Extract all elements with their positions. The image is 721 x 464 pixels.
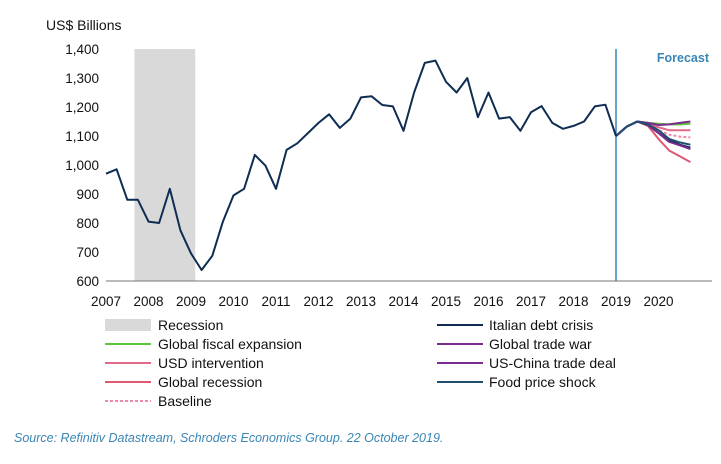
x-tick-label: 2007 (91, 294, 121, 309)
series-lines (105, 59, 691, 271)
x-tick-label: 2010 (218, 294, 248, 309)
legend-label: Baseline (158, 393, 212, 409)
x-tick-label: 2015 (431, 294, 461, 309)
x-tick-label: 2020 (643, 294, 673, 309)
legend-label: Global fiscal expansion (158, 336, 302, 352)
history-line (105, 59, 617, 271)
y-tick-label: 600 (76, 274, 99, 289)
x-tick-label: 2018 (558, 294, 588, 309)
legend: Recession Italian debt crisis Global fisca… (105, 317, 616, 409)
y-tick-label: 1,300 (65, 71, 99, 86)
y-tick-label: 700 (76, 245, 99, 260)
series-line (615, 120, 691, 146)
legend-label: US-China trade deal (489, 355, 616, 371)
legend-swatch (105, 319, 151, 331)
x-tick-label: 2017 (516, 294, 546, 309)
x-tick-label: 2013 (346, 294, 376, 309)
legend-label: Global recession (158, 374, 262, 390)
x-tick-label: 2009 (176, 294, 206, 309)
recession-band (134, 49, 196, 281)
y-tick-label: 1,200 (65, 100, 99, 115)
forecast-label: Forecast (657, 51, 710, 65)
x-axis-ticks: 2007 2008 2009 2010 2011 2012 2013 2014 2015 2016… (91, 294, 674, 309)
legend-label: Global trade war (489, 336, 592, 352)
y-tick-label: 1,000 (65, 158, 99, 173)
legend-label: Italian debt crisis (489, 317, 593, 333)
y-tick-label: 1,100 (65, 129, 99, 144)
y-axis-ticks: 600 700 800 900 1,000 1,100 1,200 1,300 1,400 (65, 42, 99, 289)
x-tick-label: 2008 (133, 294, 163, 309)
x-tick-label: 2016 (473, 294, 503, 309)
chart: 600 700 800 900 1,000 1,100 1,200 1,300 1,400 20… (46, 17, 712, 409)
legend-label: USD intervention (158, 355, 264, 371)
x-tick-label: 2019 (601, 294, 631, 309)
x-tick-label: 2011 (261, 294, 290, 309)
legend-label: Recession (158, 317, 223, 333)
legend-label: Food price shock (489, 374, 597, 390)
y-tick-label: 900 (76, 187, 99, 202)
y-tick-label: 800 (76, 216, 99, 231)
x-tick-label: 2012 (303, 294, 333, 309)
x-tick-label: 2014 (388, 294, 419, 309)
y-tick-label: 1,400 (65, 42, 99, 57)
y-axis-title: US$ Billions (46, 17, 121, 33)
source-note: Source: Refinitiv Datastream, Schroders … (14, 431, 444, 445)
